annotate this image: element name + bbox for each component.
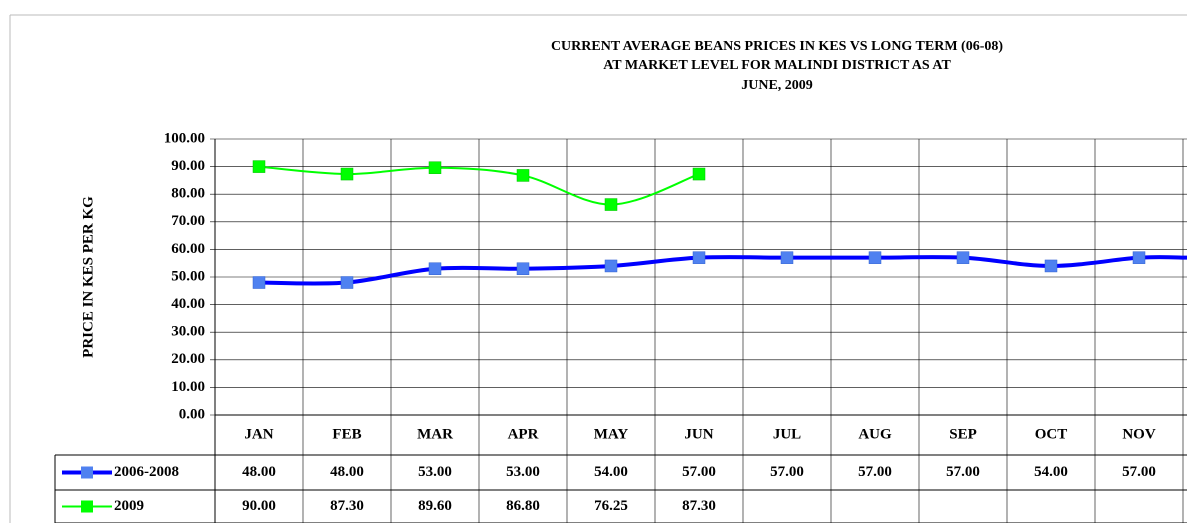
y-tick-label: 0.00 — [179, 406, 205, 422]
x-tick-label: NOV — [1122, 426, 1156, 442]
table-value: 89.60 — [418, 498, 452, 514]
y-tick-label: 90.00 — [171, 158, 205, 174]
y-tick-label: 10.00 — [171, 379, 205, 395]
y-tick-label: 20.00 — [171, 351, 205, 367]
chart-title: CURRENT AVERAGE BEANS PRICES IN KES VS L… — [551, 39, 1003, 54]
x-tick-label: JUN — [684, 426, 713, 442]
chart-title: JUNE, 2009 — [741, 78, 813, 93]
y-tick-label: 70.00 — [171, 213, 205, 229]
x-tick-label: AUG — [858, 426, 892, 442]
table-value: 54.00 — [1034, 464, 1068, 480]
table-value: 53.00 — [418, 464, 452, 480]
point-marker — [516, 169, 530, 182]
y-tick-label: 50.00 — [171, 268, 205, 284]
table-value: 57.00 — [1122, 464, 1156, 480]
x-tick-label: APR — [508, 426, 539, 442]
table-value: 76.25 — [594, 498, 628, 514]
point-marker — [252, 276, 266, 289]
x-tick-label: FEB — [332, 426, 361, 442]
table-value: 57.00 — [770, 464, 804, 480]
table-value: 57.00 — [858, 464, 892, 480]
series-line — [258, 165, 700, 206]
point-marker — [340, 276, 354, 289]
point-marker — [692, 251, 706, 264]
table-value: 48.00 — [330, 464, 364, 480]
y-tick-label: 80.00 — [171, 186, 205, 202]
y-tick-label: 30.00 — [171, 324, 205, 340]
legend-label: 2009 — [114, 498, 144, 514]
point-marker — [340, 167, 354, 181]
table-value: 90.00 — [242, 498, 276, 514]
point-marker — [604, 198, 618, 211]
table-value: 87.30 — [682, 498, 716, 514]
x-tick-label: JUL — [773, 426, 801, 442]
legend-label: 2006-2008 — [114, 464, 179, 480]
chart-title: AT MARKET LEVEL FOR MALINDI DISTRICT AS … — [603, 58, 951, 73]
point-marker — [428, 262, 442, 275]
table-value: 57.00 — [946, 464, 980, 480]
table-value: 53.00 — [506, 464, 540, 480]
x-tick-label: MAY — [594, 426, 629, 442]
table-value: 48.00 — [242, 464, 276, 480]
table-value: 54.00 — [594, 464, 628, 480]
point-marker — [604, 259, 618, 273]
y-tick-label: 40.00 — [171, 296, 205, 312]
point-marker — [956, 251, 970, 264]
table-value: 86.80 — [506, 498, 540, 514]
point-marker — [1132, 251, 1146, 264]
y-tick-label: 60.00 — [171, 241, 205, 257]
y-axis-label: PRICE IN KES PER KG — [80, 196, 96, 358]
point-marker — [428, 161, 442, 174]
table-value: 87.30 — [330, 498, 364, 514]
point-marker — [780, 251, 794, 264]
x-tick-label: OCT — [1035, 426, 1068, 442]
legend-marker — [81, 500, 93, 513]
point-marker — [1044, 259, 1058, 273]
x-tick-label: MAR — [417, 426, 453, 442]
table-value: 57.00 — [682, 464, 716, 480]
y-tick-label: 100.00 — [164, 130, 205, 146]
point-marker — [516, 262, 530, 275]
point-marker — [252, 160, 266, 173]
x-tick-label: JAN — [244, 426, 273, 442]
point-marker — [692, 167, 706, 181]
legend-marker — [81, 466, 93, 479]
x-tick-label: SEP — [949, 426, 977, 442]
point-marker — [868, 251, 882, 264]
